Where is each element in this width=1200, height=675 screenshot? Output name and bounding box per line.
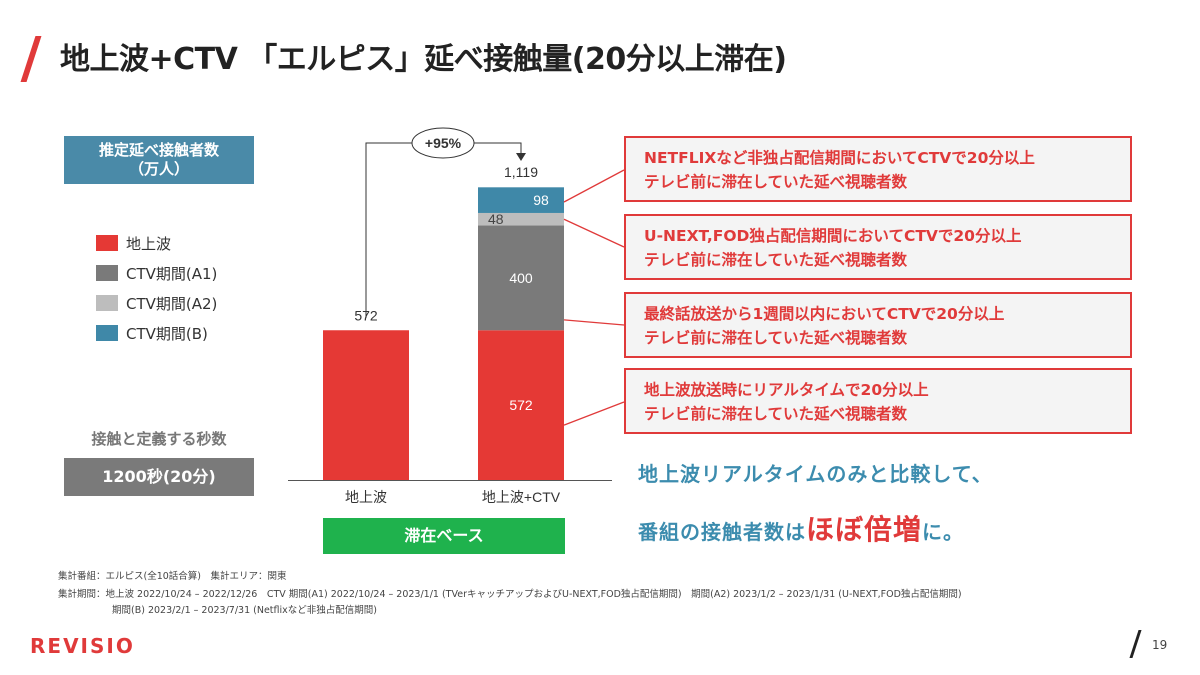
estimate-label-line2: （万人） xyxy=(128,160,189,178)
callout-line-ctv-a1 xyxy=(563,319,625,326)
bar-segment-terrestrial xyxy=(478,330,564,480)
page-title: 地上波+CTV 「エルピス」延べ接触量(20分以上滞在) xyxy=(60,42,787,77)
growth-label-ellipse xyxy=(411,127,475,159)
legend-item-ctv-a2: CTV期間(A2) xyxy=(96,288,217,318)
annotation-line1: 最終話放送から1週間以内においてCTVで20分以上 xyxy=(644,305,1005,323)
base-label-bar: 滞在ベース xyxy=(323,518,565,554)
annotation-box-terrestrial: 地上波放送時にリアルタイムで20分以上 テレビ前に滞在していた延べ視聴者数 xyxy=(624,368,1132,434)
annotation-line2: テレビ前に滞在していた延べ視聴者数 xyxy=(644,329,908,347)
definition-label: 接触と定義する秒数 xyxy=(91,430,227,448)
legend-swatch-ctv-a2 xyxy=(96,295,118,311)
annotation-line1: 地上波放送時にリアルタイムで20分以上 xyxy=(644,381,929,399)
legend-label-ctv-a2: CTV期間(A2) xyxy=(126,294,218,313)
bar-segment-ctv-a1 xyxy=(478,225,564,331)
legend-label-ctv-a1: CTV期間(A1) xyxy=(126,264,218,283)
chart-legend: 地上波 CTV期間(A1) CTV期間(A2) CTV期間(B) xyxy=(96,228,217,348)
category-label: 地上波 xyxy=(345,489,387,505)
legend-item-terrestrial: 地上波 xyxy=(96,228,217,258)
legend-swatch-ctv-a1 xyxy=(96,265,118,281)
data-label-ctv-a1: 400 xyxy=(509,270,533,286)
bar-segment-ctv-b xyxy=(478,187,564,213)
annotation-line1: NETFLIXなど非独占配信期間においてCTVで20分以上 xyxy=(644,149,1035,167)
estimate-label-line1: 推定延べ接触者数 xyxy=(98,141,219,159)
category-label: 地上波+CTV xyxy=(482,489,561,505)
bar-segment-terrestrial xyxy=(323,330,409,480)
legend-label-ctv-b: CTV期間(B) xyxy=(126,324,208,343)
annotation-box-ctv-a1: 最終話放送から1週間以内においてCTVで20分以上 テレビ前に滞在していた延べ視… xyxy=(624,292,1132,358)
legend-label-terrestrial: 地上波 xyxy=(126,234,172,253)
footnote-line3: 期間(B) 2023/2/1 – 2023/7/31 (Netflixなど非独占… xyxy=(112,605,377,616)
footnote-line2: 集計期間：地上波 2022/10/24 – 2022/12/26 CTV 期間(… xyxy=(58,589,962,600)
callout-line-ctv-b xyxy=(563,169,625,203)
definition-value-box: 1200秒(20分) xyxy=(64,458,254,496)
annotation-box-ctv-a2: U-NEXT,FOD独占配信期間においてCTVで20分以上 テレビ前に滞在してい… xyxy=(624,214,1132,280)
bar-segment-ctv-a2 xyxy=(478,212,564,226)
data-label-terrestrial: 572 xyxy=(509,397,533,413)
legend-swatch-ctv-b xyxy=(96,325,118,341)
page-number: 19 xyxy=(1152,638,1168,652)
annotation-line2: テレビ前に滞在していた延べ視聴者数 xyxy=(644,405,908,423)
annotation-line2: テレビ前に滞在していた延べ視聴者数 xyxy=(644,173,908,191)
annotation-line1: U-NEXT,FOD独占配信期間においてCTVで20分以上 xyxy=(644,227,1022,245)
annotation-box-ctv-b: NETFLIXなど非独占配信期間においてCTVで20分以上 テレビ前に滞在してい… xyxy=(624,136,1132,202)
summary-line2-pre: 番組の接触者数は xyxy=(638,520,806,544)
revisio-logo: REVISIO xyxy=(30,634,135,658)
legend-item-ctv-a1: CTV期間(A1) xyxy=(96,258,217,288)
data-label-ctv-a2: 48 xyxy=(488,211,504,227)
summary-line2: 番組の接触者数はほぼ倍増に。 xyxy=(638,508,964,548)
growth-label: +95% xyxy=(425,135,462,151)
legend-swatch-terrestrial xyxy=(96,235,118,251)
summary-line1: 地上波リアルタイムのみと比較して、 xyxy=(638,462,993,486)
legend-item-ctv-b: CTV期間(B) xyxy=(96,318,217,348)
callout-line-terrestrial xyxy=(563,401,625,426)
summary-emphasis: ほぼ倍増 xyxy=(806,513,923,546)
data-label-ctv-b: 98 xyxy=(533,192,549,208)
total-label: 1,119 xyxy=(504,164,538,180)
annotation-line2: テレビ前に滞在していた延べ視聴者数 xyxy=(644,251,908,269)
summary-line2-post: に。 xyxy=(922,520,965,544)
estimate-label-box: 推定延べ接触者数 （万人） xyxy=(64,136,254,184)
footnote-line1: 集計番組：エルピス(全10話合算) 集計エリア：関東 xyxy=(58,571,287,582)
growth-bracket-arrowhead xyxy=(516,153,526,161)
callout-line-ctv-a2 xyxy=(563,218,625,248)
